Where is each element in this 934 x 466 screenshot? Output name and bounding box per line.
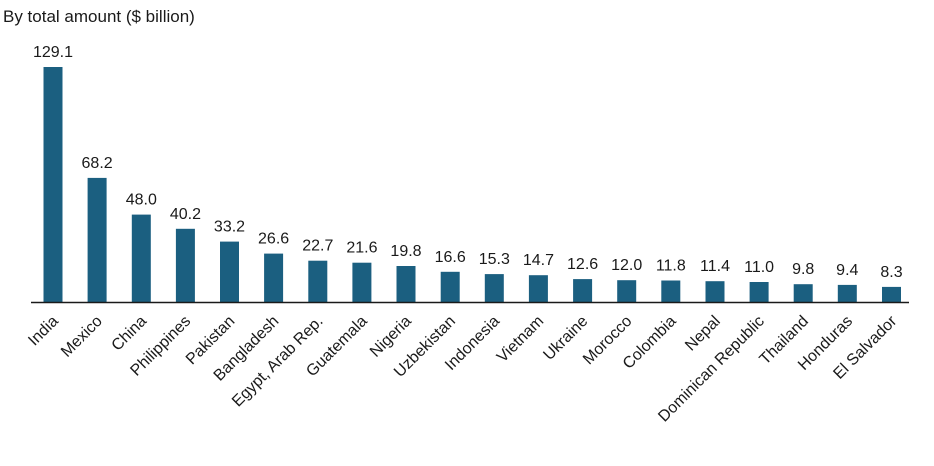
value-label: 9.8 bbox=[792, 261, 814, 278]
bar-thailand bbox=[793, 284, 813, 302]
value-label: 48.0 bbox=[126, 192, 157, 209]
bar-guatemala bbox=[352, 262, 372, 302]
category-label: Mexico bbox=[58, 313, 106, 361]
value-label: 26.6 bbox=[258, 231, 289, 248]
value-label: 33.2 bbox=[214, 219, 245, 236]
bar-nepal bbox=[705, 281, 725, 302]
category-label: Vietnam bbox=[494, 313, 547, 366]
bar-nigeria bbox=[396, 266, 416, 302]
bar-indonesia bbox=[484, 274, 504, 302]
value-label: 11.4 bbox=[700, 258, 730, 275]
bar-honduras bbox=[837, 284, 857, 302]
value-labels-group: 129.1 68.2 48.0 40.2 33.2 26.6 22.7 21.6 19.8 16.… bbox=[33, 44, 903, 281]
value-label: 16.6 bbox=[435, 249, 466, 266]
bar-dominican-republic bbox=[749, 282, 769, 302]
value-label: 19.8 bbox=[390, 243, 421, 260]
bar-pakistan bbox=[220, 241, 239, 302]
bar-morocco bbox=[617, 280, 637, 302]
value-label: 22.7 bbox=[302, 238, 333, 255]
value-label: 8.3 bbox=[880, 264, 902, 281]
bar-china bbox=[131, 214, 151, 302]
bar-colombia bbox=[661, 280, 681, 302]
value-label: 12.0 bbox=[611, 257, 642, 274]
bar-vietnam bbox=[528, 275, 548, 302]
category-label: China bbox=[109, 313, 151, 355]
value-label: 11.0 bbox=[744, 259, 774, 276]
bar-uzbekistan bbox=[440, 271, 460, 302]
bars-group bbox=[43, 67, 901, 302]
category-label: Nepal bbox=[682, 313, 724, 355]
bar-philippines bbox=[175, 228, 195, 302]
category-label: India bbox=[25, 313, 62, 350]
value-label: 9.4 bbox=[836, 262, 858, 279]
value-label: 129.1 bbox=[33, 44, 73, 61]
bar-ukraine bbox=[573, 279, 593, 302]
value-label: 21.6 bbox=[346, 240, 377, 257]
value-label: 11.8 bbox=[656, 258, 686, 275]
bar-mexico bbox=[87, 177, 107, 302]
bar-india bbox=[43, 67, 63, 302]
chart-title: By total amount ($ billion) bbox=[3, 7, 195, 26]
bar-el-salvador bbox=[882, 286, 901, 302]
bar-bangladesh bbox=[264, 253, 284, 302]
value-label: 68.2 bbox=[82, 155, 113, 172]
value-label: 12.6 bbox=[567, 256, 598, 273]
bar-egypt-arab-rep- bbox=[308, 260, 328, 302]
value-label: 40.2 bbox=[170, 206, 201, 223]
value-label: 15.3 bbox=[479, 251, 510, 268]
value-label: 14.7 bbox=[523, 252, 554, 269]
